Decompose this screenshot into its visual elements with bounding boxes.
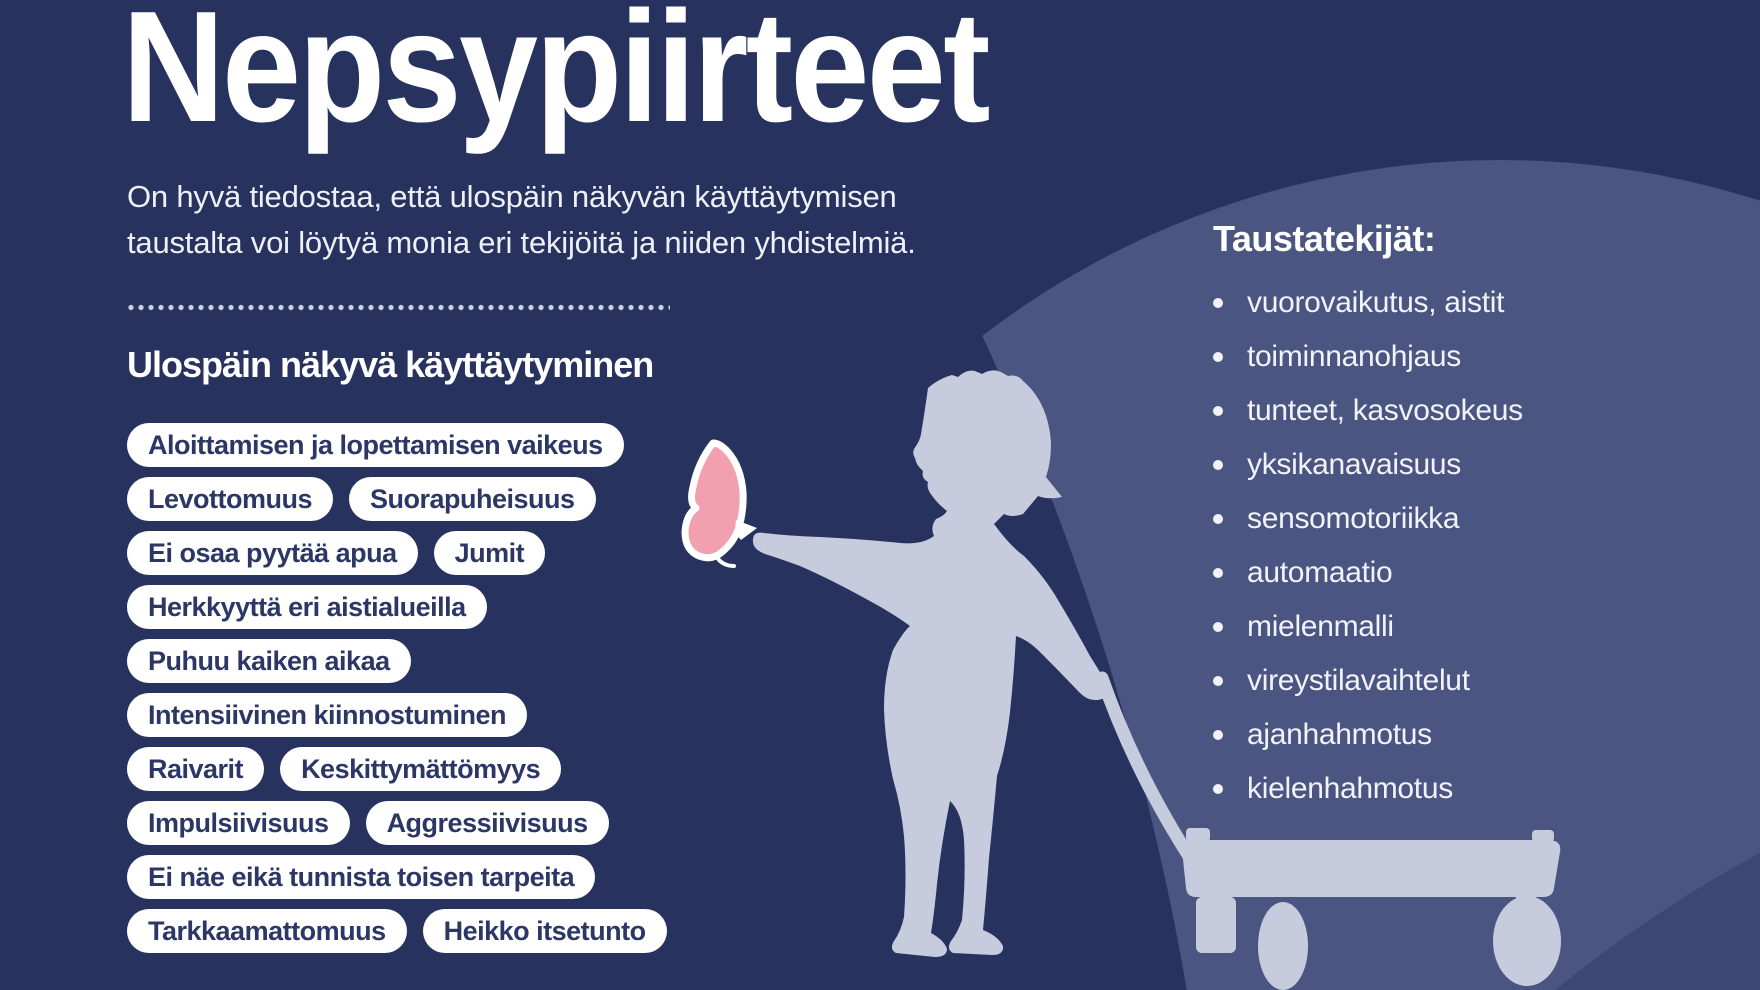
factor-label: kielenhahmotus [1247,772,1453,805]
behavior-tag: Jumit [433,531,546,575]
tag-row: Herkkyyttä eri aistialueilla [127,585,667,629]
bullet-dot [1213,622,1223,632]
behavior-tag: Herkkyyttä eri aistialueilla [127,585,487,629]
wagon-handle [1095,671,1201,871]
tag-row: Puhuu kaiken aikaa [127,639,667,683]
behavior-tag: Suorapuheisuus [349,477,596,521]
bullet-dot [1213,298,1223,308]
intro-line-2: taustalta voi löytyä monia eri tekijöitä… [127,225,916,260]
wagon-body [1181,840,1561,897]
behavior-tag: Ei osaa pyytää apua [127,531,418,575]
bullet-dot [1213,352,1223,362]
tag-row: Impulsiivisuus Aggressiivisuus [127,801,667,845]
behavior-tag-list: Aloittamisen ja lopettamisen vaikeus Lev… [127,423,667,953]
bullet-dot [1213,730,1223,740]
factors-section-heading: Taustatekijät: [1213,218,1436,259]
butterfly-wing [681,439,747,562]
behavior-tag: Keskittymättömyys [280,747,562,791]
factor-item: vuorovaikutus, aistit [1213,276,1523,330]
factor-label: yksikanavaisuus [1247,448,1461,481]
behavior-tag: Aloittamisen ja lopettamisen vaikeus [127,423,624,467]
bullet-dot [1213,514,1223,524]
wagon-front-wheel [1258,902,1308,990]
wagon-rear-lip [1532,830,1554,842]
factor-item: automaatio [1213,546,1523,600]
factor-label: automaatio [1247,556,1393,589]
behavior-tag: Intensiivinen kiinnostuminen [127,693,528,737]
tag-row: Tarkkaamattomuus Heikko itsetunto [127,909,667,953]
factor-label: ajanhahmotus [1247,718,1432,751]
behavior-tag: Impulsiivisuus [127,801,350,845]
wagon-silhouette [1181,828,1561,990]
factor-label: mielenmalli [1247,610,1394,643]
factor-item: sensomotoriikka [1213,492,1523,546]
wagon-front-lip [1186,828,1210,842]
child-silhouette [752,370,1109,957]
bullet-dot [1213,406,1223,416]
bullet-dot [1213,784,1223,794]
behavior-tag: Heikko itsetunto [422,909,667,953]
tag-row: Intensiivinen kiinnostuminen [127,693,667,737]
factor-label: toiminnanohjaus [1247,340,1461,373]
factor-item: mielenmalli [1213,600,1523,654]
factor-item: tunteet, kasvosokeus [1213,384,1523,438]
butterfly-icon [681,439,757,568]
bullet-dot [1213,568,1223,578]
behavior-tag: Puhuu kaiken aikaa [127,639,411,683]
tag-row: Ei osaa pyytää apua Jumit [127,531,667,575]
tag-row: Ei näe eikä tunnista toisen tarpeita [127,855,667,899]
butterfly-body [735,520,757,540]
dotted-divider [127,303,670,312]
behavior-tag: Tarkkaamattomuus [127,909,407,953]
behavior-section-heading: Ulospäin näkyvä käyttäytyminen [127,344,654,385]
factor-item: yksikanavaisuus [1213,438,1523,492]
factor-item: vireystilavaihtelut [1213,654,1523,708]
tag-row: Levottomuus Suorapuheisuus [127,477,667,521]
intro-line-1: On hyvä tiedostaa, että ulospäin näkyvän… [127,179,897,214]
factor-item: ajanhahmotus [1213,708,1523,762]
factors-list: vuorovaikutus, aistit toiminnanohjaus tu… [1213,276,1523,816]
factor-label: vuorovaikutus, aistit [1247,286,1505,319]
behavior-tag: Levottomuus [127,477,334,521]
tag-row: Aloittamisen ja lopettamisen vaikeus [127,423,667,467]
behavior-tag: Aggressiivisuus [365,801,609,845]
factor-label: vireystilavaihtelut [1247,664,1470,697]
factor-item: toiminnanohjaus [1213,330,1523,384]
tag-row: Raivarit Keskittymättömyys [127,747,667,791]
bullet-dot [1213,676,1223,686]
factor-item: kielenhahmotus [1213,762,1523,816]
behavior-tag: Ei näe eikä tunnista toisen tarpeita [127,855,596,899]
page-title: Nepsypiirteet [122,0,991,155]
bullet-dot [1213,460,1223,470]
factor-label: tunteet, kasvosokeus [1247,394,1523,427]
butterfly-tail [714,554,736,568]
behavior-tag: Raivarit [127,747,265,791]
wagon-front-mount [1196,897,1236,953]
intro-text: On hyvä tiedostaa, että ulospäin näkyvän… [127,174,916,266]
wagon-rear-wheel [1493,896,1561,986]
factor-label: sensomotoriikka [1247,502,1460,535]
